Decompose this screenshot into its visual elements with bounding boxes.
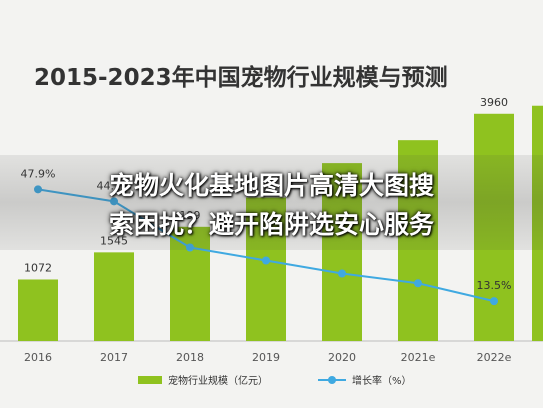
chart-title: 2015-2023年中国宠物行业规模与预测 <box>34 65 448 91</box>
bar-value-label-2022e: 3960 <box>480 96 508 109</box>
legend-item-bars: 宠物行业规模（亿元） <box>138 372 268 387</box>
x-tick-label-2021e: 2021e <box>401 351 436 364</box>
bar-2021e <box>398 140 438 341</box>
bar-2019 <box>246 197 286 341</box>
bar-value-label-2016: 1072 <box>24 261 52 274</box>
legend-swatch-bars <box>138 375 162 384</box>
growth-value-label-2016: 47.9% <box>21 167 56 180</box>
growth-point-2021e <box>414 279 422 288</box>
growth-value-label-2022e: 13.5% <box>477 279 512 292</box>
bar-value-label-2018: 199 <box>180 209 201 222</box>
bar-2017 <box>94 252 134 341</box>
x-tick-label-2020: 2020 <box>328 351 356 364</box>
x-tick-label-2017: 2017 <box>100 351 128 364</box>
bar-2020 <box>322 163 362 341</box>
x-tick-label-2019: 2019 <box>252 351 280 364</box>
growth-point-2022e <box>490 297 498 306</box>
growth-value-label-2017: 44.2% <box>97 179 132 192</box>
legend-swatch-line <box>318 375 346 385</box>
legend-item-line: 增长率（%） <box>318 372 412 387</box>
bar-2016 <box>18 279 58 341</box>
bar-value-label-2017: 1545 <box>100 234 128 247</box>
x-tick-label-2018: 2018 <box>176 351 204 364</box>
growth-point-2020 <box>338 269 346 278</box>
legend-label-line: 增长率（%） <box>352 376 412 387</box>
growth-point-2018 <box>186 243 194 252</box>
chart-legend: 宠物行业规模（亿元） 增长率（%） <box>0 372 543 392</box>
legend-label-bars: 宠物行业规模（亿元） <box>168 376 268 387</box>
headline-overlay-line-1: 宠物火化基地图片高清大图搜 <box>108 171 434 200</box>
growth-point-2019 <box>262 256 270 265</box>
x-tick-label-2016: 2016 <box>24 351 52 364</box>
headline-overlay-line-2: 索困扰？避开陷阱选安心服务 <box>108 210 434 239</box>
growth-point-2016 <box>34 185 42 194</box>
bar-edge-partial <box>532 105 543 341</box>
x-tick-label-2022e: 2022e <box>477 351 512 364</box>
growth-point-2017 <box>110 197 118 206</box>
headline-overlay-band <box>0 155 543 250</box>
